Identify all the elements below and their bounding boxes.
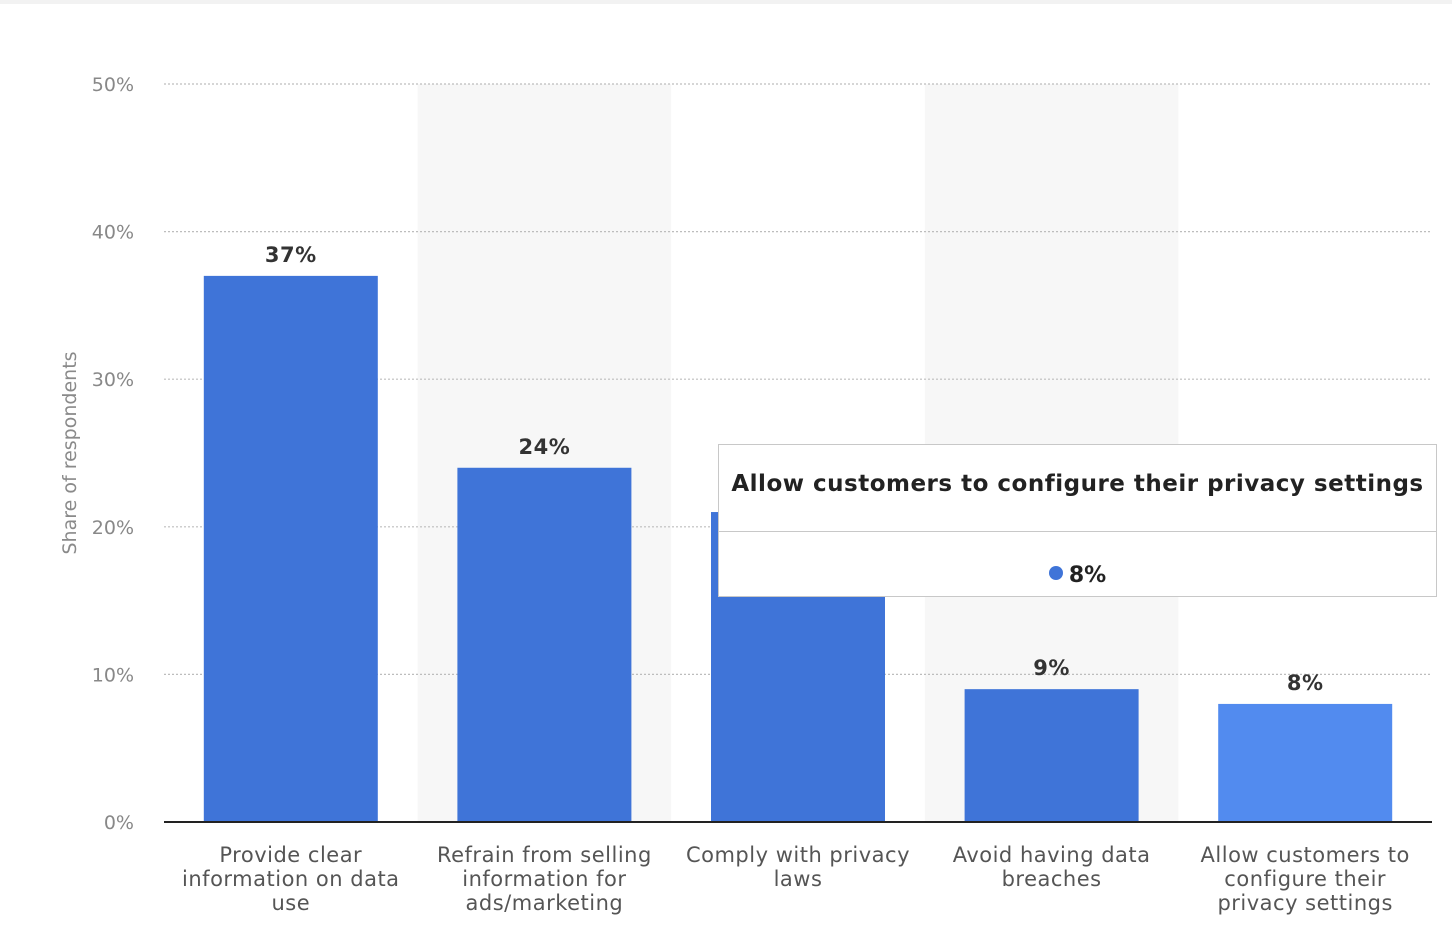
- y-tick-label: 30%: [92, 369, 134, 391]
- y-axis-label: Share of respondents: [59, 351, 81, 554]
- bar: [457, 467, 632, 822]
- data-label: 9%: [1033, 656, 1070, 680]
- data-label: 8%: [1287, 671, 1324, 695]
- tooltip-divider: [719, 531, 1436, 532]
- data-label: 37%: [265, 243, 317, 267]
- x-category-label: Provide clear information on data use: [182, 843, 400, 915]
- data-labels: 37% 24% 9% 8%: [265, 243, 1324, 695]
- y-tick-label: 10%: [92, 664, 134, 686]
- top-border: [0, 0, 1452, 4]
- y-axis-ticks: 0% 10% 20% 30% 40% 50%: [92, 74, 134, 834]
- y-tick-label: 20%: [92, 517, 134, 539]
- tooltip: Allow customers to configure their priva…: [718, 444, 1437, 597]
- x-category-label: Avoid having data breaches: [953, 843, 1151, 891]
- x-category-label: Allow customers to configure their privacy…: [1201, 843, 1410, 915]
- bar: [1218, 703, 1393, 822]
- bar: [964, 689, 1139, 822]
- series-dot-icon: [1048, 566, 1063, 580]
- x-axis-categories: Provide clear information on data use Refra…: [182, 843, 1410, 915]
- x-category-label: Refrain from selling information for ads/m…: [437, 843, 652, 915]
- tooltip-value-row: 8%: [719, 563, 1436, 588]
- bar: [203, 275, 378, 822]
- y-tick-label: 50%: [92, 74, 134, 96]
- y-tick-label: 0%: [104, 812, 134, 834]
- data-label: 24%: [519, 435, 571, 459]
- tooltip-title: Allow customers to configure their priva…: [731, 471, 1424, 497]
- x-category-label: Comply with privacy laws: [686, 843, 910, 891]
- y-tick-label: 40%: [92, 222, 134, 244]
- bars: [203, 275, 1393, 822]
- tooltip-value: 8%: [1068, 563, 1107, 588]
